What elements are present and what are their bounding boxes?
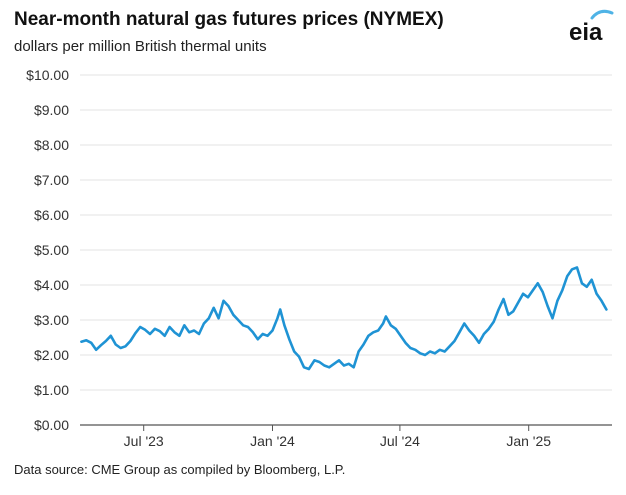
chart-title: Near-month natural gas futures prices (N… (14, 9, 444, 30)
price-series-line (80, 266, 608, 371)
eia-logo-text: eia (569, 19, 603, 46)
y-tick-label: $1.00 (34, 382, 69, 398)
y-tick-label: $10.00 (26, 67, 69, 83)
eia-logo-icon: eia (569, 9, 614, 46)
y-tick-label: $6.00 (34, 207, 69, 223)
chart-subtitle: dollars per million British thermal unit… (14, 38, 267, 55)
y-tick-label: $2.00 (34, 347, 69, 363)
data-source: Data source: CME Group as compiled by Bl… (14, 462, 346, 477)
y-axis: $0.00 $1.00 $2.00 $3.00 $4.00 $5.00 $6.00 $7.00… (26, 67, 69, 433)
x-tick-label: Jul '23 (124, 433, 164, 449)
eia-logo: eia (562, 4, 618, 46)
grid-lines (80, 74, 612, 426)
x-axis: Jul '23 Jan '24 Jul '24 Jan '25 (124, 425, 551, 449)
y-tick-label: $0.00 (34, 417, 69, 433)
y-tick-label: $9.00 (34, 102, 69, 118)
y-tick-label: $7.00 (34, 172, 69, 188)
y-tick-label: $4.00 (34, 277, 69, 293)
y-tick-label: $5.00 (34, 242, 69, 258)
x-tick-label: Jan '25 (506, 433, 551, 449)
x-tick-label: Jul '24 (380, 433, 420, 449)
y-tick-label: $3.00 (34, 312, 69, 328)
y-tick-label: $8.00 (34, 137, 69, 153)
x-tick-label: Jan '24 (250, 433, 295, 449)
